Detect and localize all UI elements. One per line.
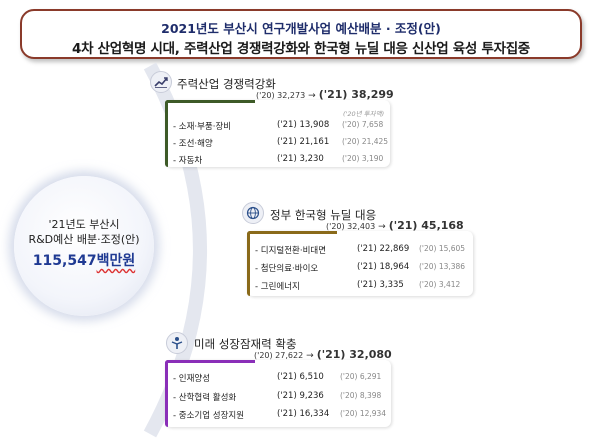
col-header-2020: ('20년 투자액) xyxy=(343,110,385,118)
card-accent-topline xyxy=(165,100,255,103)
title-line-2: 4차 산업혁명 시대, 주력산업 경쟁력강화와 한국형 뉴딜 대응 신산업 육성… xyxy=(72,41,530,57)
card-accent-bar xyxy=(165,360,168,427)
item-label: - 중소기업 성장지원 xyxy=(173,411,245,421)
globe-icon xyxy=(242,202,264,224)
table-row: - 조선·해양 ('21) 21,161 ('20) 21,425 xyxy=(165,137,390,151)
item-value-2021: ('21) 6,510 xyxy=(277,372,324,382)
card-accent-topline xyxy=(165,360,255,363)
curr-total: ('21) 38,299 xyxy=(318,88,394,101)
item-value-2021: ('21) 16,334 xyxy=(277,409,330,419)
table-row: - 디지털전환·비대면 ('21) 22,869 ('20) 15,605 xyxy=(247,244,473,258)
arrow: → xyxy=(308,91,316,101)
item-label: - 디지털전환·비대면 xyxy=(255,246,327,256)
item-value-2020: ('20) 3,190 xyxy=(342,154,384,163)
table-row: - 그린에너지 ('21) 3,335 ('20) 3,412 xyxy=(247,280,473,294)
prev-total: ('20) 27,622 xyxy=(254,351,304,360)
total-budget-circle: '21년도 부산시 R&D예산 배분·조정(안) 115,547백만원 xyxy=(14,176,154,316)
circle-line-2: R&D예산 배분·조정(안) xyxy=(28,233,140,246)
section-title-core-industry: 주력산업 경쟁력강화 xyxy=(177,77,276,91)
total-amount-unit: 백만원 xyxy=(96,253,136,269)
table-row: - 중소기업 성장지원 ('21) 16,334 ('20) 12,934 xyxy=(165,409,391,423)
item-value-2020: ('20) 8,398 xyxy=(340,391,382,400)
item-value-2021: ('21) 22,869 xyxy=(357,244,410,254)
table-row: - 소재·부품·장비 ('21) 13,908 ('20) 7,658 xyxy=(165,120,390,134)
section-title-future-growth: 미래 성장잠재력 확충 xyxy=(194,337,297,351)
item-value-2020: ('20) 12,934 xyxy=(340,409,387,418)
curr-total: ('21) 32,080 xyxy=(316,348,392,361)
item-value-2021: ('21) 13,908 xyxy=(277,120,330,130)
card-accent-bar xyxy=(247,231,250,296)
total-amount: 115,547백만원 xyxy=(14,250,154,270)
table-row: - 첨단의료·바이오 ('21) 18,964 ('20) 13,386 xyxy=(247,262,473,276)
prev-total: ('20) 32,273 xyxy=(256,91,306,100)
title-banner: 2021년도 부산시 연구개발사업 예산배분 · 조정(안) 4차 산업혁명 시… xyxy=(20,9,582,59)
prev-total: ('20) 32,403 xyxy=(326,222,376,231)
item-label: - 그린에너지 xyxy=(255,282,300,292)
arrow: → xyxy=(306,351,314,361)
item-value-2020: ('20) 21,425 xyxy=(342,137,389,146)
item-label: - 조선·해양 xyxy=(173,139,213,149)
card-new-deal: - 디지털전환·비대면 ('21) 22,869 ('20) 15,605 - … xyxy=(247,231,473,296)
section-summary-new-deal: ('20) 32,403 → ('21) 45,168 xyxy=(326,219,464,232)
table-row: - 인재양성 ('21) 6,510 ('20) 6,291 xyxy=(165,372,391,386)
item-value-2021: ('21) 3,335 xyxy=(357,280,404,290)
item-label: - 소재·부품·장비 xyxy=(173,122,232,132)
section-summary-core-industry: ('20) 32,273 → ('21) 38,299 xyxy=(256,88,394,101)
table-row: - 산학협력 활성화 ('21) 9,236 ('20) 8,398 xyxy=(165,391,391,405)
title-line-1: 2021년도 부산시 연구개발사업 예산배분 · 조정(안) xyxy=(161,21,441,36)
total-amount-value: 115,547 xyxy=(32,253,97,269)
item-label: - 자동차 xyxy=(173,156,203,166)
item-value-2020: ('20) 7,658 xyxy=(342,120,384,129)
card-core-industry: ('20년 투자액) - 소재·부품·장비 ('21) 13,908 ('20)… xyxy=(165,100,390,167)
item-value-2021: ('21) 3,230 xyxy=(277,154,324,164)
item-value-2020: ('20) 6,291 xyxy=(340,372,382,381)
section-title-new-deal: 정부 한국형 뉴딜 대응 xyxy=(270,208,377,222)
item-label: - 인재양성 xyxy=(173,374,211,384)
card-accent-topline xyxy=(247,231,337,234)
section-summary-future-growth: ('20) 27,622 → ('21) 32,080 xyxy=(254,348,392,361)
item-value-2021: ('21) 9,236 xyxy=(277,391,324,401)
card-future-growth: - 인재양성 ('21) 6,510 ('20) 6,291 - 산학협력 활성… xyxy=(165,360,391,427)
arrow: → xyxy=(378,222,386,232)
item-value-2021: ('21) 21,161 xyxy=(277,137,330,147)
table-row: - 자동차 ('21) 3,230 ('20) 3,190 xyxy=(165,154,390,168)
item-value-2020: ('20) 3,412 xyxy=(419,280,461,289)
curr-total: ('21) 45,168 xyxy=(388,219,464,232)
item-value-2020: ('20) 15,605 xyxy=(419,244,466,253)
item-value-2020: ('20) 13,386 xyxy=(419,262,466,271)
item-value-2021: ('21) 18,964 xyxy=(357,262,410,272)
card-accent-bar xyxy=(165,100,168,167)
item-label: - 첨단의료·바이오 xyxy=(255,264,319,274)
growth-person-icon xyxy=(166,332,188,354)
item-label: - 산학협력 활성화 xyxy=(173,393,237,403)
chart-icon xyxy=(150,71,172,93)
circle-line-1: '21년도 부산시 xyxy=(48,218,120,231)
